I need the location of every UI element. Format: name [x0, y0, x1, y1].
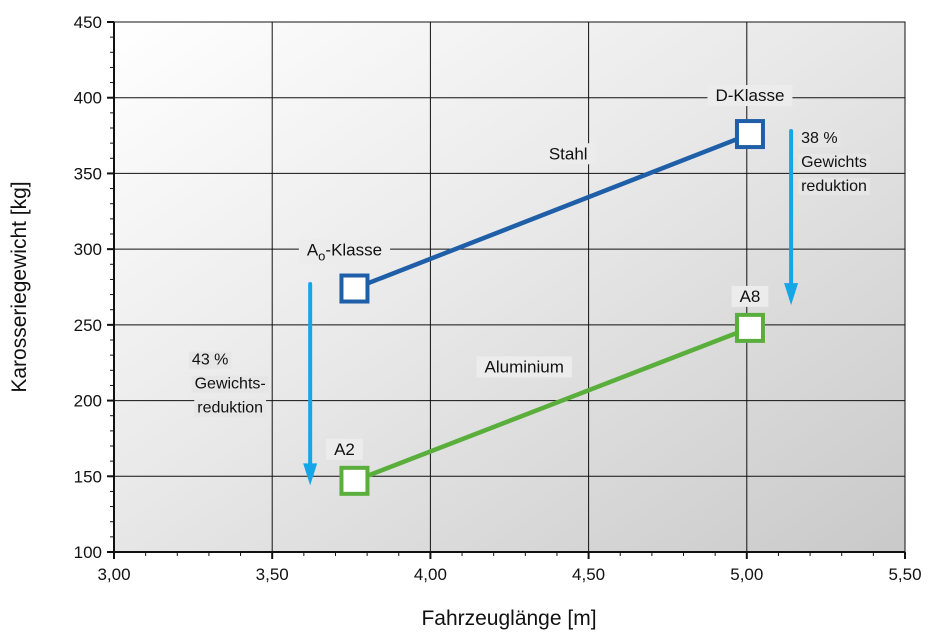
- reduction-text-background: [798, 130, 841, 148]
- reduction-text: Gewichts: [801, 154, 867, 171]
- reduction-text-background: [191, 375, 269, 393]
- x-tick-label: 3,50: [256, 565, 289, 584]
- data-point-label-background: [298, 239, 391, 265]
- x-tick-label: 5,50: [888, 565, 921, 584]
- x-tick-label: 4,50: [572, 565, 605, 584]
- y-tick-label: 400: [74, 89, 102, 108]
- reduction-arrow-head: [303, 463, 318, 486]
- series-line: [353, 131, 751, 291]
- reduction-text: 38 %: [801, 130, 837, 147]
- series-name-label: Stahl: [549, 144, 588, 163]
- data-point-label-background: [326, 438, 363, 460]
- y-tick-label: 450: [74, 13, 102, 32]
- reduction-text: reduktion: [197, 400, 263, 417]
- data-point-label: A2: [334, 440, 355, 459]
- x-tick-label: 3,00: [97, 565, 130, 584]
- y-tick-label: 100: [74, 543, 102, 562]
- data-point-marker: [339, 465, 370, 496]
- data-point-marker: [734, 119, 765, 150]
- data-point-label-background: [731, 285, 769, 307]
- series-name-label-background: [476, 356, 572, 378]
- x-tick-label: 5,00: [730, 565, 763, 584]
- data-point-label-subscript: o: [318, 249, 325, 264]
- reduction-text-background: [798, 178, 870, 196]
- x-tick-label: 4,00: [414, 565, 447, 584]
- data-point-label-suffix: -Klasse: [325, 241, 382, 260]
- y-tick-label: 250: [74, 316, 102, 335]
- axes: 3,00 3,50 4,00 4,50 5,00 5,50 100 150 200 250 300 3…: [74, 13, 922, 584]
- y-axis-title: Karosseriegewicht [kg]: [8, 181, 31, 392]
- y-tick-label: 150: [74, 467, 102, 486]
- y-tick-label: 350: [74, 164, 102, 183]
- annotations-layer: 43 % Gewichts-reduktion 38 % Gewichts redukt…: [188, 129, 870, 486]
- data-point-marker: [339, 273, 370, 304]
- data-point-label: A8: [740, 287, 761, 306]
- plot-area: [114, 22, 905, 552]
- reduction-text-background: [188, 351, 232, 369]
- reduction-text: Gewichts-: [195, 376, 266, 393]
- reduction-text: reduktion: [801, 178, 867, 195]
- reduction-text-background: [194, 399, 267, 417]
- series-layer: Stahl Ao-Klasse D-Klasse Aluminium A2 A8: [298, 85, 793, 496]
- series-name-label: Aluminium: [485, 357, 564, 376]
- series-name-label-background: [540, 143, 596, 165]
- y-tick-label: 300: [74, 240, 102, 259]
- data-point-label-background: [707, 85, 793, 107]
- data-point-label: D-Klasse: [715, 86, 784, 105]
- reduction-arrow-head: [784, 283, 799, 306]
- x-axis-title: Fahrzeuglänge [m]: [421, 607, 596, 630]
- reduction-text-background: [798, 154, 870, 172]
- data-point-marker: [734, 312, 765, 343]
- reduction-text: 43 %: [192, 352, 228, 369]
- series-line: [353, 325, 751, 483]
- y-tick-label: 200: [74, 392, 102, 411]
- data-point-label: Ao-Klasse: [307, 241, 382, 264]
